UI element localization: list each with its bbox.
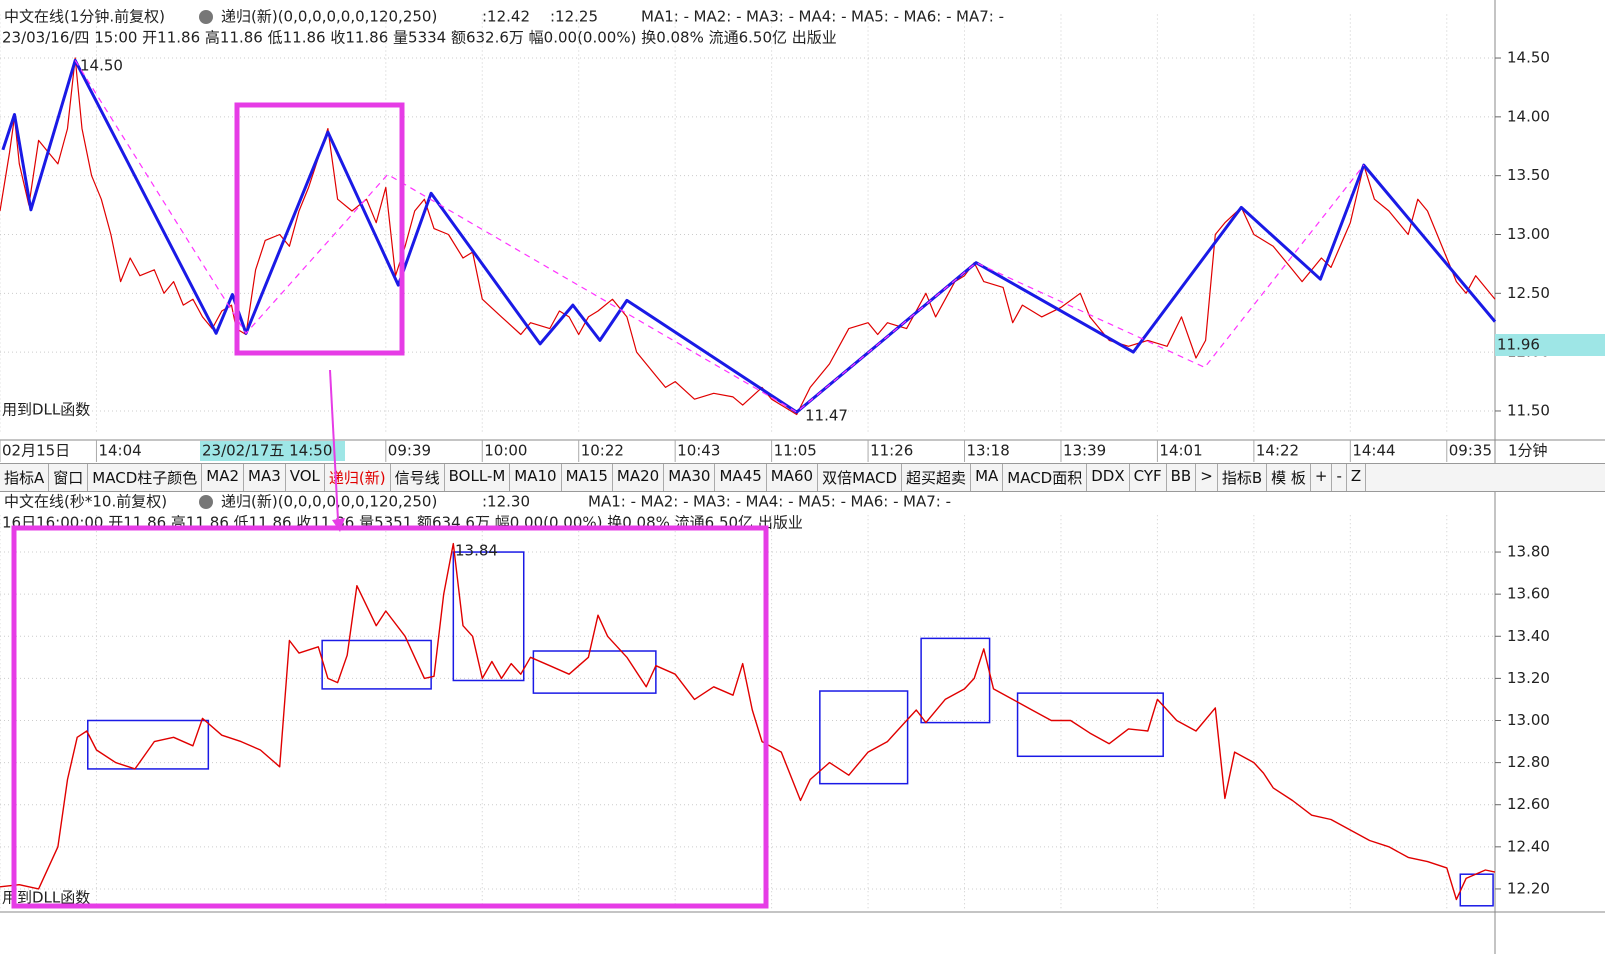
indicator-value: :12.30 — [482, 493, 530, 511]
y-tick-label: 13.80 — [1507, 543, 1550, 561]
x-tick-label: 11:05 — [774, 442, 817, 460]
toolbar-button[interactable]: DDX — [1087, 464, 1130, 491]
toolbar-button[interactable]: MA10 — [510, 464, 562, 491]
y-tick-label: 12.60 — [1507, 795, 1550, 813]
annotation: 14.50 — [80, 57, 123, 75]
annotation: 用到DLL函数 — [2, 401, 90, 419]
x-tick-label: 09:39 — [388, 442, 431, 460]
toolbar-button[interactable]: MACD面积 — [1003, 464, 1088, 491]
y-tick-label: 13.00 — [1507, 711, 1550, 729]
x-tick-label: 13:39 — [1063, 442, 1106, 460]
toolbar-button[interactable]: 指标A — [0, 464, 50, 491]
annotation: 11.47 — [805, 407, 848, 425]
toolbar-button[interactable]: + — [1311, 464, 1333, 491]
ma-label: MA2: - — [641, 493, 689, 511]
cursor-label: 23/02/17五 14:50 — [202, 442, 332, 460]
price-tag: 11.96 — [1497, 336, 1540, 354]
x-tick-label: 10:00 — [484, 442, 527, 460]
toolbar-button[interactable]: 窗口 — [49, 464, 89, 491]
x-tick-label: 14:01 — [1159, 442, 1202, 460]
ma-label: MA2: - — [694, 8, 742, 26]
x-tick-label: 14:04 — [98, 442, 141, 460]
chart-title: 中文在线(1分钟.前复权) — [4, 8, 165, 26]
x-tick-label: 14:44 — [1352, 442, 1395, 460]
toolbar-button[interactable]: 双倍MACD — [818, 464, 903, 491]
price-line — [0, 57, 1496, 416]
ma-label: MA6: - — [904, 8, 952, 26]
y-tick-label: 13.00 — [1507, 225, 1550, 243]
x-tick-label: 14:22 — [1256, 442, 1299, 460]
icon — [199, 495, 213, 509]
y-tick-label: 13.40 — [1507, 627, 1550, 645]
range-box — [1016, 692, 1164, 758]
toolbar-button[interactable]: 超买超卖 — [902, 464, 972, 491]
y-tick-label: 11.50 — [1507, 401, 1550, 419]
info-line: 16日16:00:00 开11.86 高11.86 低11.86 收11.86 … — [2, 514, 803, 532]
ma-label: MA6: - — [851, 493, 899, 511]
toolbar-button[interactable]: 指标B — [1218, 464, 1268, 491]
x-tick-label: 09:35 — [1449, 442, 1492, 460]
toolbar-button[interactable]: MACD柱子颜色 — [88, 464, 203, 491]
indicator-value: :12.42 — [482, 8, 530, 26]
indicator-label: 递归(新)(0,0,0,0,0,0,120,250) — [221, 8, 437, 26]
ma-label: MA7: - — [956, 8, 1004, 26]
x-tick-label: 11:26 — [870, 442, 913, 460]
y-tick-label: 13.20 — [1507, 669, 1550, 687]
y-tick-label: 12.40 — [1507, 837, 1550, 855]
chart-title: 中文在线(秒*10.前复权) — [4, 493, 167, 511]
ma-label: MA7: - — [903, 493, 951, 511]
price-line — [1, 58, 1497, 414]
toolbar-button[interactable]: VOL — [286, 464, 325, 491]
toolbar-button[interactable]: BOLL-M — [445, 464, 511, 491]
toolbar-button[interactable]: MA20 — [613, 464, 665, 491]
cursor-label-bg — [200, 441, 345, 461]
indicator-label: 递归(新)(0,0,0,0,0,0,120,250) — [221, 493, 437, 511]
toolbar-button[interactable]: MA15 — [562, 464, 613, 491]
ma-label: MA3: - — [693, 493, 741, 511]
toolbar-button[interactable]: MA60 — [767, 464, 819, 491]
toolbar-button[interactable]: MA2 — [202, 464, 244, 491]
toolbar-button[interactable]: - — [1332, 464, 1347, 491]
range-box — [819, 690, 909, 785]
x-tick-label: 10:43 — [677, 442, 720, 460]
info-line: 23/03/16/四 15:00 开11.86 高11.86 低11.86 收1… — [2, 29, 837, 47]
range-box — [920, 637, 991, 724]
y-tick-label: 13.50 — [1507, 166, 1550, 184]
period-label: 1分钟 — [1508, 442, 1548, 460]
y-tick-label: 12.20 — [1507, 879, 1550, 897]
y-tick-label: 12.80 — [1507, 753, 1550, 771]
indicator-value: :12.25 — [550, 8, 598, 26]
x-tick-label: 13:18 — [967, 442, 1010, 460]
x-tick-label: 02月15日 — [2, 442, 70, 460]
ma-label: MA4: - — [799, 8, 847, 26]
ma-label: MA1: - — [588, 493, 636, 511]
toolbar-button[interactable]: 递归(新) — [325, 464, 391, 491]
x-tick-label: 10:22 — [581, 442, 624, 460]
y-tick-label: 12.50 — [1507, 284, 1550, 302]
ma-label: MA5: - — [798, 493, 846, 511]
toolbar-button[interactable]: MA45 — [715, 464, 767, 491]
toolbar-button[interactable]: > — [1196, 464, 1218, 491]
y-tick-label: 14.00 — [1507, 107, 1550, 125]
toolbar-button[interactable]: MA30 — [664, 464, 716, 491]
ma-label: MA4: - — [746, 493, 794, 511]
ma-label: MA5: - — [851, 8, 899, 26]
toolbar-button[interactable]: 模 板 — [1267, 464, 1311, 491]
ma-label: MA3: - — [746, 8, 794, 26]
toolbar-button[interactable]: MA3 — [244, 464, 286, 491]
toolbar-button[interactable]: 信号线 — [391, 464, 445, 491]
toolbar-button[interactable]: MA — [971, 464, 1004, 491]
toolbar-button[interactable]: Z — [1347, 464, 1367, 491]
y-tick-label: 13.60 — [1507, 585, 1550, 603]
toolbar: 指标A 窗口 MACD柱子颜色 MA2 MA3 VOL 递归(新) 信号线 BOLL-M MA10… — [0, 463, 1605, 492]
annotation: 用到DLL函数 — [2, 889, 90, 907]
ma-label: MA1: - — [641, 8, 689, 26]
toolbar-button[interactable]: BB — [1167, 464, 1197, 491]
annotation: 13.84 — [455, 542, 498, 560]
toolbar-button[interactable]: CYF — [1130, 464, 1167, 491]
y-tick-label: 14.50 — [1507, 49, 1550, 67]
price-tag-bg — [1495, 334, 1605, 356]
icon — [199, 10, 213, 24]
